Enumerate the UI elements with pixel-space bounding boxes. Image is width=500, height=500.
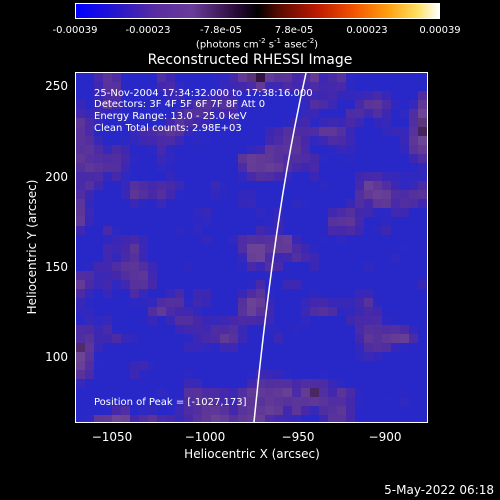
- x-tick-label: −950: [281, 430, 315, 444]
- colorbar-tick: 0.00023: [346, 25, 388, 36]
- y-axis-title: Heliocentric Y (arcsec): [25, 179, 39, 315]
- x-tick-label: −900: [368, 430, 402, 444]
- y-tick-label: 100: [45, 350, 68, 364]
- x-tick-label: −1000: [184, 430, 226, 444]
- colorbar-tick: 7.8e-05: [274, 25, 314, 36]
- colorbar-tick: -0.00039: [52, 25, 98, 36]
- solar-image: [75, 72, 428, 423]
- colorbar-unit: (photons cm-2 s-1 asec-2): [195, 37, 319, 51]
- y-tick-label: 150: [45, 260, 68, 274]
- x-axis-title: Heliocentric X (arcsec): [184, 447, 320, 461]
- colorbar-tick: -0.00023: [125, 25, 171, 36]
- heatmap: [76, 73, 427, 422]
- energy-range-label: Energy Range: 13.0 - 25.0 keV: [94, 111, 247, 122]
- y-tick-label: 250: [45, 79, 68, 93]
- colorbar: [75, 3, 440, 19]
- method-label: Clean Total counts: 2.98E+03: [94, 123, 242, 134]
- plot-title: Reconstructed RHESSI Image: [147, 52, 353, 68]
- detectors-label: Detectors: 3F 4F 5F 6F 7F 8F Att 0: [94, 99, 266, 110]
- colorbar-tick: 0.00039: [419, 25, 461, 36]
- solar-limb-line: [253, 73, 307, 422]
- colorbar-tick: -7.8e-05: [200, 25, 242, 36]
- peak-position-label: Position of Peak = [-1027,173]: [94, 397, 247, 408]
- time-range-label: 25-Nov-2004 17:34:32.000 to 17:38:16.000: [94, 88, 313, 99]
- y-tick-label: 200: [45, 170, 68, 184]
- x-tick-label: −1050: [91, 430, 133, 444]
- timestamp: 5-May-2022 06:18: [384, 483, 494, 497]
